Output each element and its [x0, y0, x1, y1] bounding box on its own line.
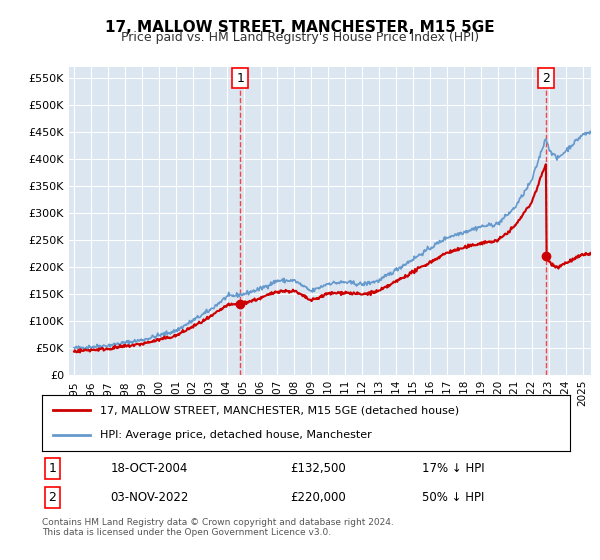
Text: 2: 2 [49, 491, 56, 504]
Text: HPI: Average price, detached house, Manchester: HPI: Average price, detached house, Manc… [100, 430, 372, 440]
Text: 17% ↓ HPI: 17% ↓ HPI [422, 462, 485, 475]
Text: 50% ↓ HPI: 50% ↓ HPI [422, 491, 485, 504]
Text: 17, MALLOW STREET, MANCHESTER, M15 5GE: 17, MALLOW STREET, MANCHESTER, M15 5GE [105, 20, 495, 35]
Text: Contains HM Land Registry data © Crown copyright and database right 2024.
This d: Contains HM Land Registry data © Crown c… [42, 518, 394, 538]
Text: 2: 2 [542, 72, 550, 85]
Text: £132,500: £132,500 [290, 462, 346, 475]
Text: 1: 1 [236, 72, 244, 85]
Text: Price paid vs. HM Land Registry's House Price Index (HPI): Price paid vs. HM Land Registry's House … [121, 31, 479, 44]
Text: £220,000: £220,000 [290, 491, 346, 504]
Text: 03-NOV-2022: 03-NOV-2022 [110, 491, 189, 504]
Text: 18-OCT-2004: 18-OCT-2004 [110, 462, 188, 475]
Text: 17, MALLOW STREET, MANCHESTER, M15 5GE (detached house): 17, MALLOW STREET, MANCHESTER, M15 5GE (… [100, 405, 459, 416]
Text: 1: 1 [49, 462, 56, 475]
